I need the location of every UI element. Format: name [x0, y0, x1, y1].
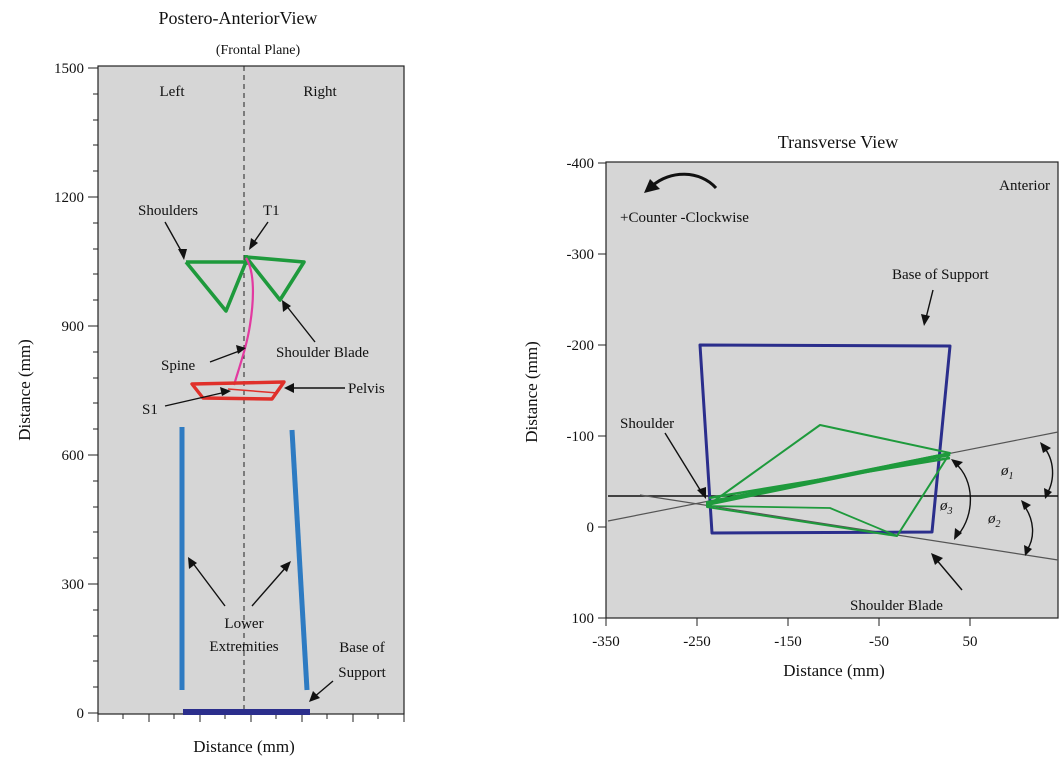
s1-label: S1: [142, 402, 158, 418]
spine-curve: [232, 257, 255, 386]
right-x-axis-label: Distance (mm): [783, 661, 885, 680]
y-tick-label: -200: [567, 338, 595, 354]
y-tick-label: 0: [77, 706, 85, 722]
x-tick-label: -250: [683, 634, 711, 650]
postero-anterior-panel: Postero-AnteriorView (Frontal Plane) 150…: [15, 8, 405, 756]
transverse-panel: Transverse View -400 -300 -200 -100 0 10…: [522, 132, 1059, 680]
x-tick-label: -350: [592, 634, 620, 650]
phi2-label: ø2: [987, 511, 1001, 530]
y-tick-label: 300: [62, 577, 85, 593]
shoulder-label: Shoulder: [620, 416, 674, 432]
left-y-tick-labels: 1500 1200 900 600 300 0: [54, 61, 84, 722]
phi3-arc: [954, 462, 972, 536]
pelvis-shape: [190, 380, 286, 401]
phi1-label: ø1: [1000, 463, 1014, 482]
base-of-support-label: Base of Support: [892, 267, 989, 283]
right-y-axis: [598, 162, 606, 619]
y-tick-label: -100: [567, 429, 595, 445]
left-subtitle: (Frontal Plane): [216, 43, 301, 58]
shoulder-blade-label: Shoulder Blade: [276, 345, 369, 361]
right-y-axis-label: Distance (mm): [522, 341, 541, 443]
right-leg: [289, 429, 310, 691]
side-right-label: Right: [303, 84, 337, 100]
x-tick-label: -150: [774, 634, 802, 650]
left-y-axis: [88, 67, 98, 714]
left-annotation-arrows: [164, 221, 345, 702]
left-plot-area: [97, 65, 405, 715]
base-of-support-label-2: Support: [338, 665, 386, 681]
base-of-support-quad: [698, 343, 952, 535]
lower-extremities-label-2: Extremities: [209, 639, 278, 655]
shoulders-label: Shoulders: [138, 203, 198, 219]
right-y-tick-labels: -400 -300 -200 -100 0 100: [567, 156, 595, 627]
phi3-label: ø3: [939, 498, 953, 517]
right-plot-area: [605, 161, 1059, 619]
side-left-label: Left: [160, 84, 186, 100]
right-x-axis: [605, 618, 971, 626]
base-of-support-label-1: Base of: [339, 640, 384, 656]
left-title: Postero-AnteriorView: [159, 8, 318, 28]
lower-extremities-label-1: Lower: [224, 616, 263, 632]
y-tick-label: 1500: [54, 61, 84, 77]
shoulder-shape: [706, 424, 951, 537]
y-tick-label: 0: [587, 520, 595, 536]
shoulder-blade-label: Shoulder Blade: [850, 598, 943, 614]
y-tick-label: -400: [567, 156, 595, 172]
right-title: Transverse View: [778, 132, 898, 152]
rotation-arrowhead: [644, 179, 660, 193]
pelvis-label: Pelvis: [348, 381, 385, 397]
x-tick-label: 50: [963, 634, 978, 650]
y-tick-label: 900: [62, 319, 85, 335]
y-tick-label: -300: [567, 247, 595, 263]
rotation-label: +Counter -Clockwise: [620, 210, 749, 226]
x-tick-label: -50: [869, 634, 889, 650]
spine-label: Spine: [161, 358, 196, 374]
t1-label: T1: [263, 203, 280, 219]
left-x-axis-label: Distance (mm): [193, 737, 295, 756]
rotation-arrow: [651, 172, 718, 190]
y-tick-label: 100: [572, 611, 595, 627]
y-tick-label: 600: [62, 448, 85, 464]
right-x-tick-labels: -350 -250 -150 -50 50: [592, 634, 977, 650]
anterior-label: Anterior: [999, 178, 1050, 194]
y-tick-label: 1200: [54, 190, 84, 206]
left-x-axis: [97, 714, 405, 722]
left-y-axis-label: Distance (mm): [15, 339, 34, 441]
